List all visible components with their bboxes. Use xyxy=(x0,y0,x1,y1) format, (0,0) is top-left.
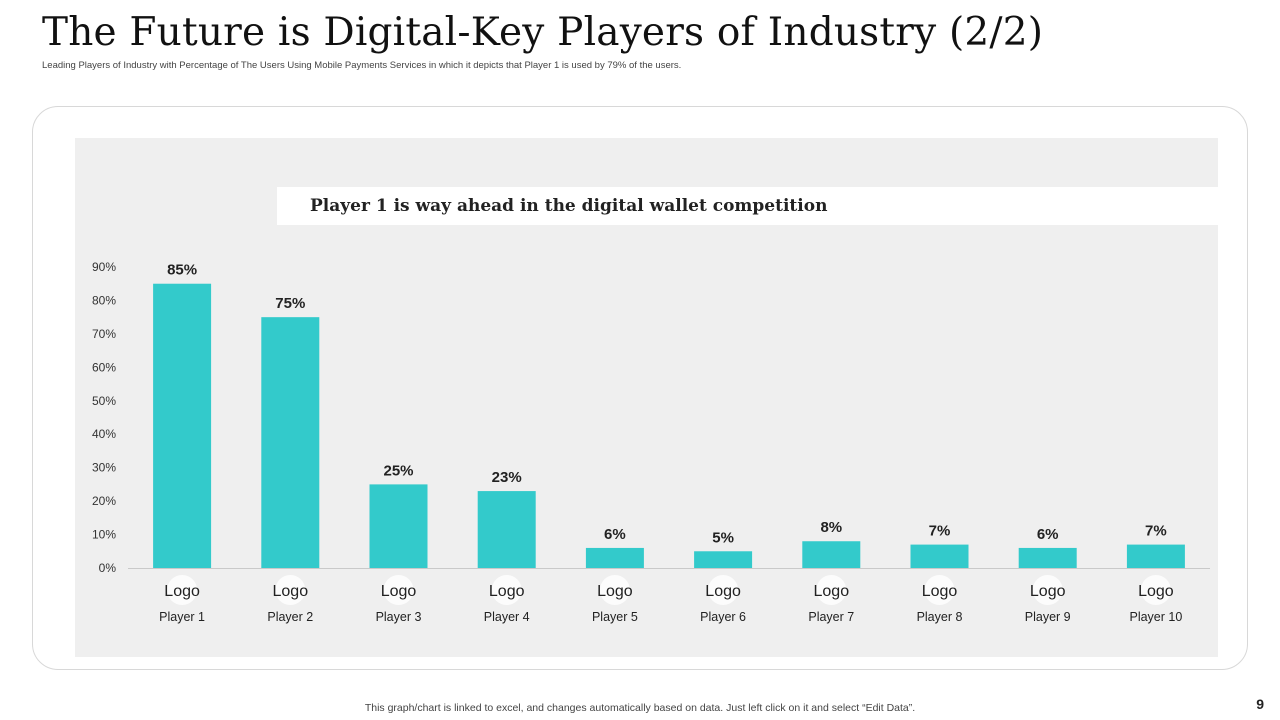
headline-box xyxy=(277,187,1218,225)
y-tick-label: 90% xyxy=(92,260,116,274)
bar-2 xyxy=(261,317,320,568)
data-label: 8% xyxy=(820,519,842,536)
y-tick-label: 0% xyxy=(99,561,117,575)
x-tick-label: Player 10 xyxy=(1129,610,1182,624)
logo-placeholder-icon xyxy=(924,575,955,605)
logo-placeholder-icon xyxy=(275,575,306,605)
bar-5 xyxy=(585,547,644,568)
bar-9 xyxy=(1018,547,1077,568)
logo-label: Logo xyxy=(705,583,741,600)
y-tick-label: 50% xyxy=(92,394,116,408)
y-tick-label: 20% xyxy=(92,494,116,508)
y-tick-label: 30% xyxy=(92,461,116,475)
y-tick-label: 80% xyxy=(92,293,116,307)
logo-label: Logo xyxy=(489,583,525,600)
x-tick-label: Player 7 xyxy=(808,610,854,624)
bar-4 xyxy=(477,491,536,568)
bar-1 xyxy=(153,283,212,568)
logo-label: Logo xyxy=(164,583,200,600)
logo-placeholder-icon xyxy=(1140,575,1171,605)
x-tick-label: Player 9 xyxy=(1025,610,1071,624)
x-tick-label: Player 4 xyxy=(484,610,530,624)
logo-label: Logo xyxy=(922,583,958,600)
logo-placeholder-icon xyxy=(491,575,522,605)
bar-7 xyxy=(802,541,861,568)
x-tick-label: Player 3 xyxy=(376,610,422,624)
logo-label: Logo xyxy=(1030,583,1066,600)
logo-label: Logo xyxy=(273,583,309,600)
logo-label: Logo xyxy=(814,583,850,600)
bar-8 xyxy=(910,544,969,568)
data-label: 6% xyxy=(1037,526,1059,543)
slide-subtitle: Leading Players of Industry with Percent… xyxy=(42,60,682,71)
x-tick-label: Player 6 xyxy=(700,610,746,624)
bar-10 xyxy=(1126,544,1185,568)
page-number: 9 xyxy=(1256,696,1264,712)
chart-headline: Player 1 is way ahead in the digital wal… xyxy=(310,196,828,216)
logo-label: Logo xyxy=(1138,583,1174,600)
data-label: 6% xyxy=(604,526,626,543)
logo-label: Logo xyxy=(381,583,417,600)
data-label: 75% xyxy=(275,295,305,312)
logo-placeholder-icon xyxy=(708,575,739,605)
bar-6 xyxy=(694,551,753,568)
data-label: 7% xyxy=(929,523,951,540)
x-tick-label: Player 5 xyxy=(592,610,638,624)
data-label: 85% xyxy=(167,262,197,279)
logo-placeholder-icon xyxy=(383,575,414,605)
data-label: 7% xyxy=(1145,523,1167,540)
logo-placeholder-icon xyxy=(599,575,630,605)
y-tick-label: 40% xyxy=(92,427,116,441)
bar-3 xyxy=(369,484,428,568)
data-label: 5% xyxy=(712,529,734,546)
x-tick-label: Player 2 xyxy=(267,610,313,624)
data-label: 25% xyxy=(383,462,413,479)
logo-placeholder-icon xyxy=(1032,575,1063,605)
y-tick-label: 60% xyxy=(92,360,116,374)
data-label: 23% xyxy=(492,469,522,486)
logo-placeholder-icon xyxy=(816,575,847,605)
y-tick-label: 10% xyxy=(92,528,116,542)
x-tick-label: Player 8 xyxy=(917,610,963,624)
slide-title: The Future is Digital-Key Players of Ind… xyxy=(42,10,1044,55)
logo-placeholder-icon xyxy=(167,575,198,605)
footer-note: This graph/chart is linked to excel, and… xyxy=(364,702,916,714)
x-tick-label: Player 1 xyxy=(159,610,205,624)
logo-label: Logo xyxy=(597,583,633,600)
y-tick-label: 70% xyxy=(92,327,116,341)
